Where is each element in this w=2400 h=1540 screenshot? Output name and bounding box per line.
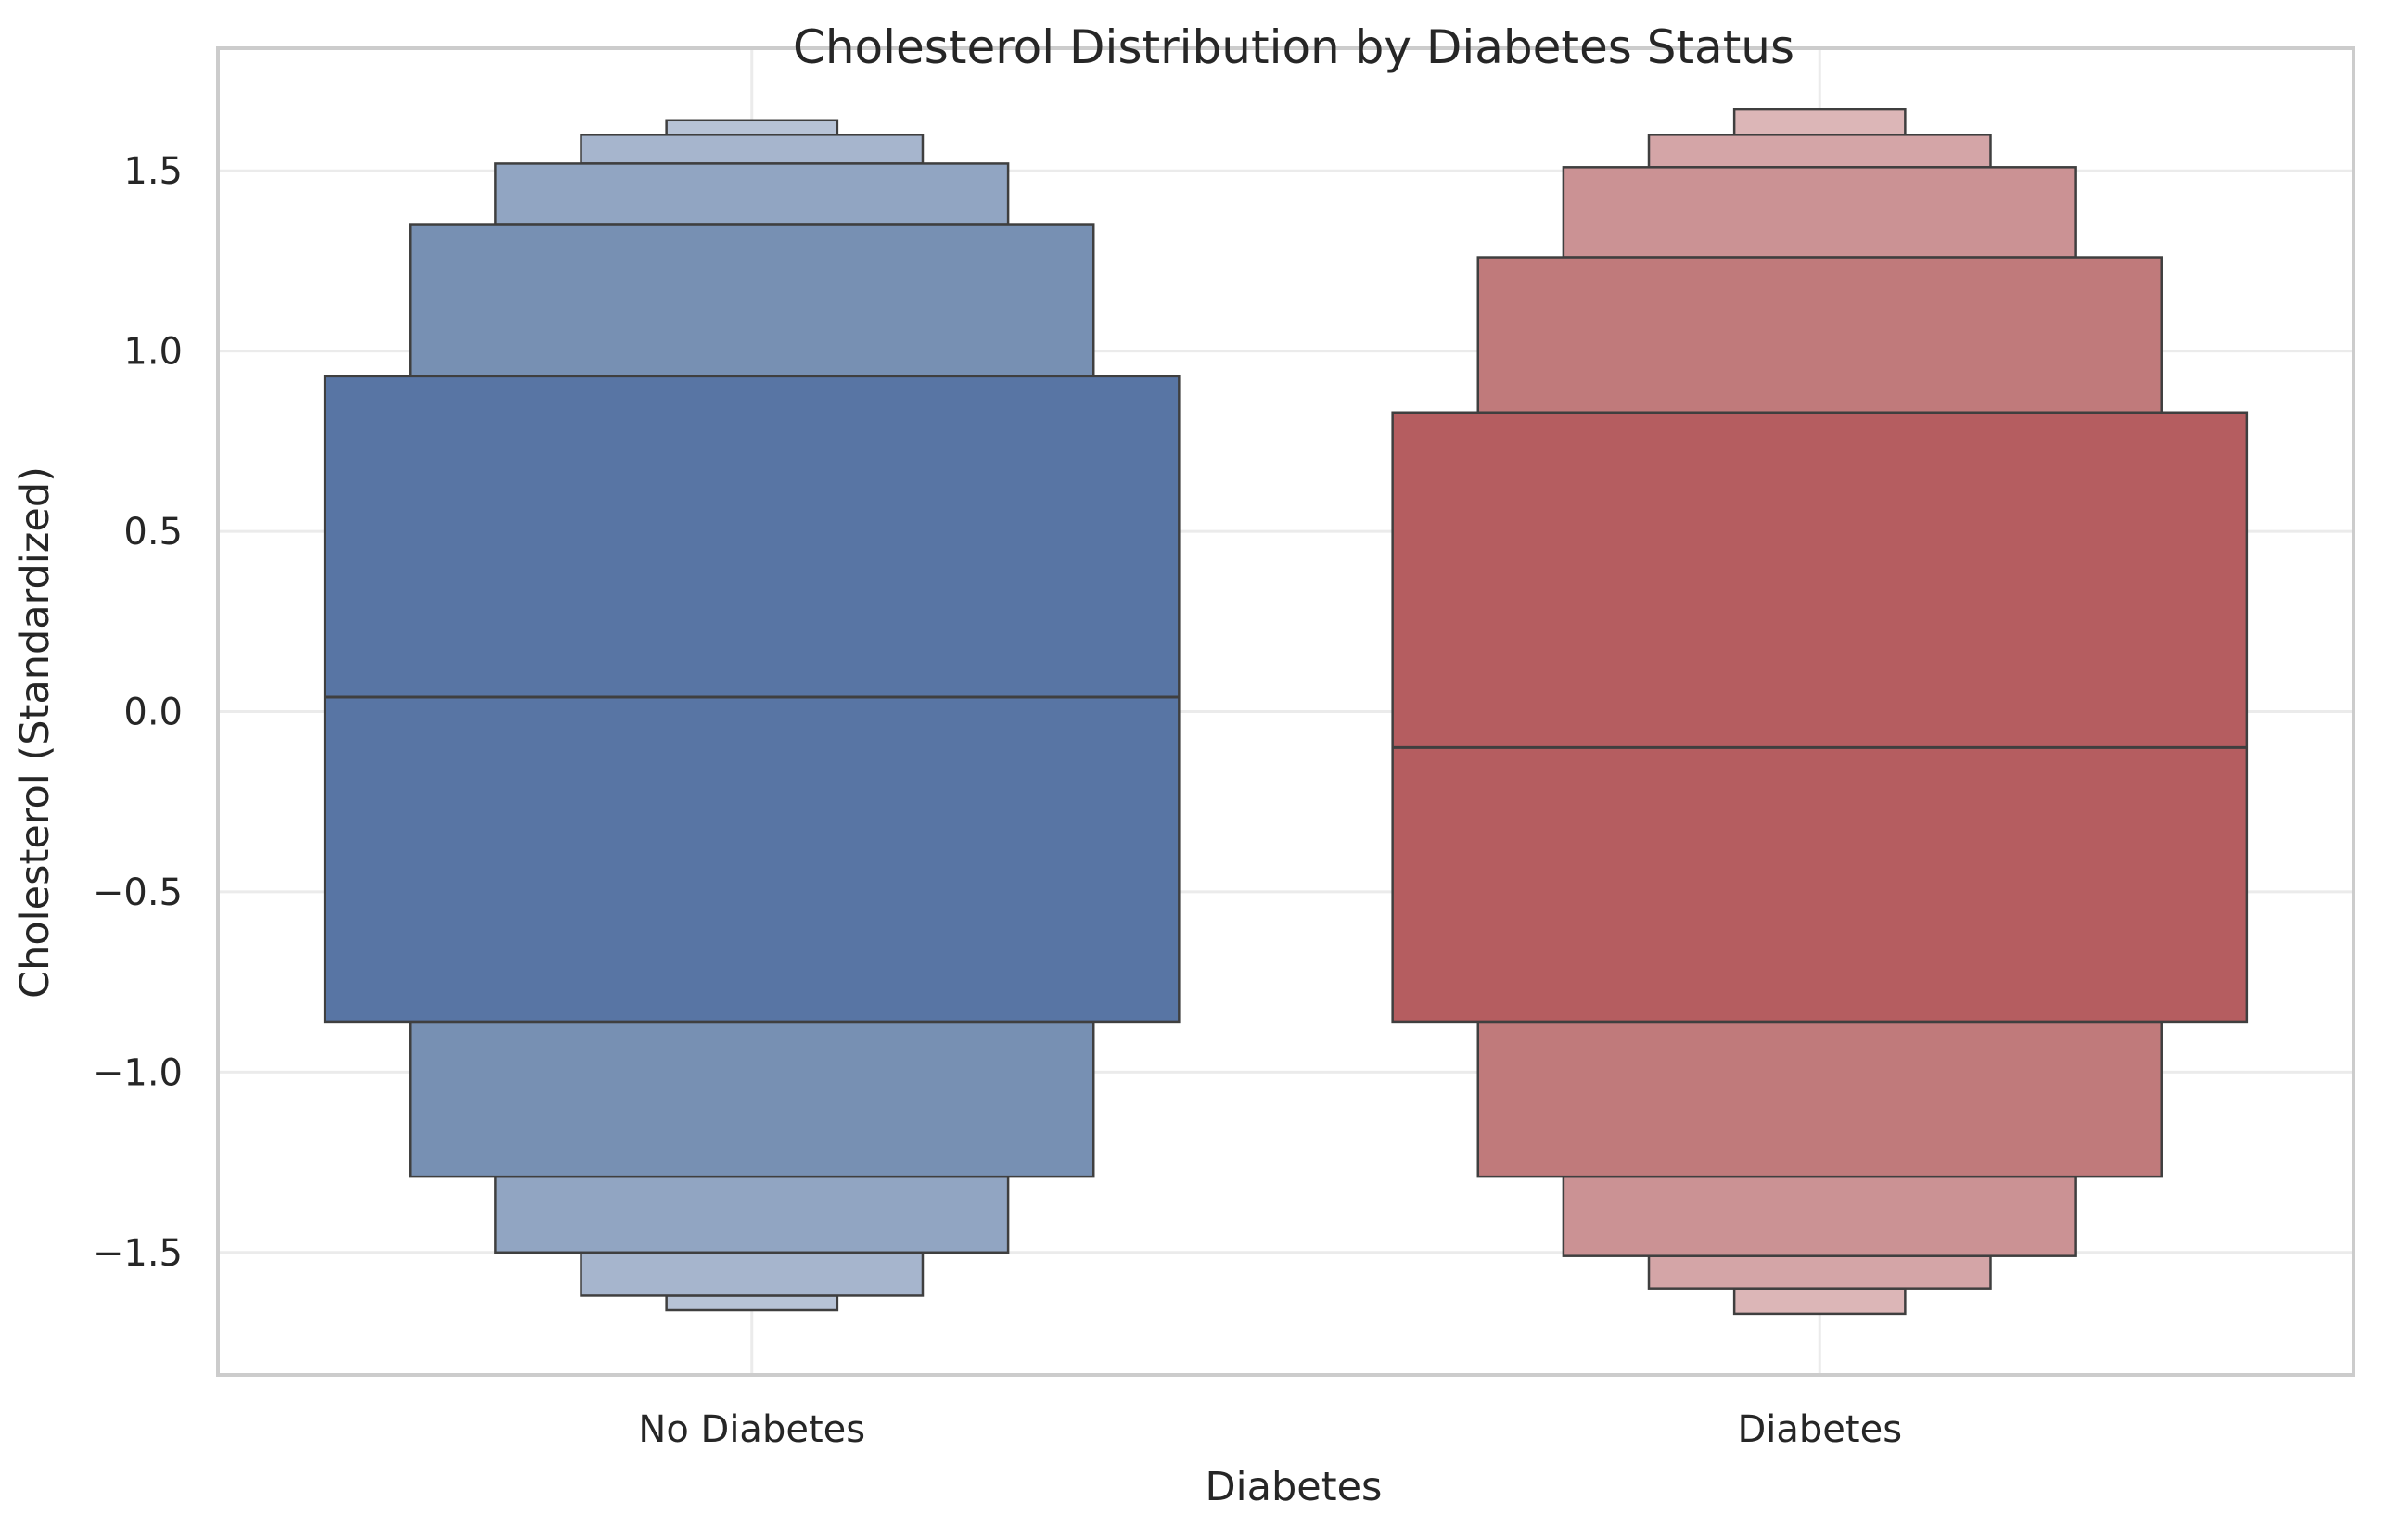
boxen-level-4-upper [580, 134, 925, 165]
boxen-level-2-upper [409, 223, 1095, 378]
chart-title: Cholesterol Distribution by Diabetes Sta… [793, 20, 1794, 74]
boxen-no-diabetes [323, 119, 1181, 1312]
boxen-level-2-lower [1476, 1020, 2163, 1178]
boxen-level-5-lower [665, 1294, 839, 1312]
y-tick-label: −1.5 [93, 1232, 183, 1275]
box-layer [323, 108, 2249, 1316]
boxen-level-1 [1391, 411, 2249, 1024]
boxen-level-4-upper [1647, 134, 1992, 169]
boxen-level-2-upper [1476, 256, 2163, 414]
boxen-level-5-upper [1732, 108, 1907, 136]
y-tick-label: 1.5 [123, 150, 183, 193]
boxen-level-5-lower [1732, 1287, 1907, 1316]
boxen-level-4-lower [580, 1251, 925, 1297]
y-tick-label: −1.0 [93, 1051, 183, 1094]
x-axis-label: Diabetes [1206, 1464, 1383, 1510]
x-tick-label: No Diabetes [638, 1408, 865, 1451]
boxen-level-2-lower [409, 1020, 1095, 1178]
y-tick-label: −0.5 [93, 872, 183, 914]
plot-frame [216, 46, 2355, 1377]
y-tick-label: 1.0 [123, 331, 183, 374]
y-tick-label: 0.5 [123, 511, 183, 554]
tick-layer: 1.5 1.0 0.5 0.0 −0.5 −1.0 −1.5 No Diabetes Diabe… [93, 150, 1902, 1451]
x-tick-label: Diabetes [1737, 1408, 1902, 1451]
y-axis-label: Cholesterol (Standardized) [12, 466, 58, 999]
boxen-diabetes [1391, 108, 2249, 1316]
boxen-level-1 [323, 375, 1181, 1024]
boxen-level-5-upper [665, 119, 839, 136]
boxen-level-3-lower [494, 1175, 1010, 1254]
boxen-level-4-lower [1647, 1254, 1992, 1290]
y-tick-label: 0.0 [123, 692, 183, 734]
boxen-level-3-upper [1562, 166, 2077, 259]
boxen-level-3-upper [494, 162, 1010, 226]
boxen-level-3-lower [1562, 1175, 2077, 1257]
